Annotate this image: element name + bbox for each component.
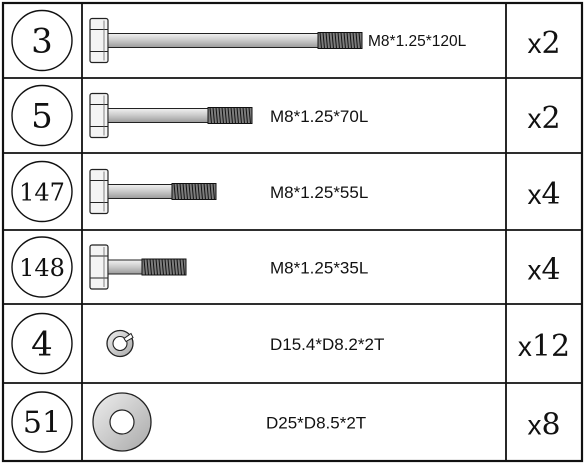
part-number-badge: 148 [11, 236, 73, 298]
part-quantity: x4 [527, 177, 560, 212]
part-quantity: x2 [527, 26, 560, 61]
part-number: 5 [31, 97, 53, 137]
split-lock-washer-icon [106, 329, 134, 358]
hex-bolt-icon [89, 17, 363, 64]
part-row: 5 M8*1.25*70L x2 [11, 84, 561, 147]
hex-bolt-icon [89, 168, 217, 215]
part-quantity: x4 [527, 253, 560, 288]
part-row: 4 D15.4*D8.2*2T x12 [11, 312, 570, 375]
part-number: 3 [31, 22, 53, 62]
quantity-value: 4 [541, 177, 560, 212]
part-row: 148 M8*1.25*35L x4 [11, 236, 561, 298]
part-number-badge: 3 [11, 9, 73, 72]
part-spec: D25*D8.5*2T [266, 414, 366, 433]
quantity-prefix: x [527, 103, 541, 134]
bolt-thread-icon [317, 32, 363, 49]
part-number-badge: 147 [11, 160, 73, 223]
quantity-value: 12 [532, 329, 570, 364]
bolt-thread-icon [207, 107, 253, 124]
part-quantity: x2 [527, 101, 560, 136]
part-spec: D15.4*D8.2*2T [270, 335, 384, 354]
part-number-badge: 51 [11, 391, 73, 453]
part-spec: M8*1.25*120L [368, 33, 467, 50]
part-number: 148 [19, 254, 65, 282]
part-number: 4 [31, 325, 53, 365]
quantity-value: 2 [541, 26, 560, 61]
quantity-value: 2 [541, 101, 560, 136]
part-spec: M8*1.25*70L [270, 107, 368, 126]
part-quantity: x12 [518, 329, 570, 364]
part-number-badge: 5 [11, 84, 73, 147]
quantity-prefix: x [527, 28, 541, 59]
quantity-prefix: x [527, 179, 541, 210]
part-number: 147 [19, 179, 65, 207]
hex-bolt-icon [89, 244, 187, 290]
hex-bolt-icon [89, 92, 253, 139]
part-row: 147 M8*1.25*55L x4 [11, 160, 561, 223]
part-spec: M8*1.25*35L [270, 259, 368, 278]
quantity-value: 4 [541, 253, 560, 288]
part-number: 51 [23, 406, 61, 441]
quantity-prefix: x [527, 410, 541, 441]
bolt-thread-icon [141, 258, 187, 276]
part-row: 51 D25*D8.5*2T x8 [11, 391, 561, 453]
quantity-value: 8 [541, 408, 560, 443]
part-row: 3 M8*1.25*120L x2 [11, 9, 561, 72]
quantity-prefix: x [527, 255, 541, 286]
part-number-badge: 4 [11, 312, 73, 375]
quantity-prefix: x [518, 331, 532, 362]
bolt-thread-icon [171, 183, 217, 200]
part-spec: M8*1.25*55L [270, 183, 368, 202]
part-quantity: x8 [527, 408, 560, 443]
flat-washer-icon [92, 392, 152, 452]
